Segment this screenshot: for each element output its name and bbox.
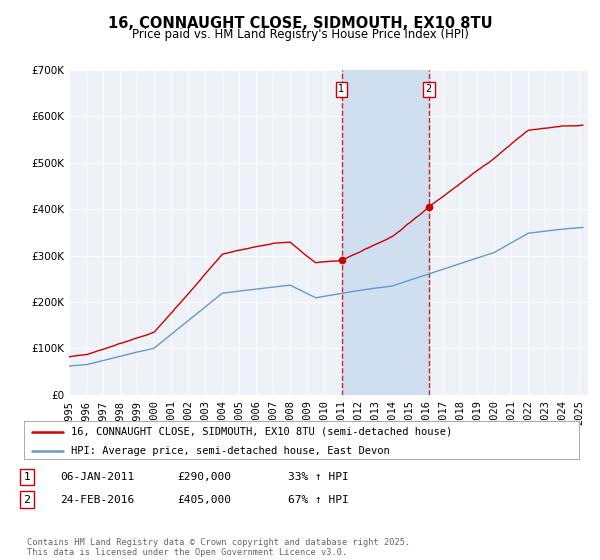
Text: 16, CONNAUGHT CLOSE, SIDMOUTH, EX10 8TU (semi-detached house): 16, CONNAUGHT CLOSE, SIDMOUTH, EX10 8TU … (71, 427, 452, 437)
Text: Contains HM Land Registry data © Crown copyright and database right 2025.
This d: Contains HM Land Registry data © Crown c… (27, 538, 410, 557)
Text: 16, CONNAUGHT CLOSE, SIDMOUTH, EX10 8TU: 16, CONNAUGHT CLOSE, SIDMOUTH, EX10 8TU (107, 16, 493, 31)
Text: 1: 1 (23, 472, 31, 482)
Text: 2: 2 (425, 85, 432, 95)
Text: 67% ↑ HPI: 67% ↑ HPI (288, 494, 349, 505)
Bar (341, 70, 429, 395)
Text: HPI: Average price, semi-detached house, East Devon: HPI: Average price, semi-detached house,… (71, 446, 390, 456)
Text: £405,000: £405,000 (177, 494, 231, 505)
Text: 24-FEB-2016: 24-FEB-2016 (60, 494, 134, 505)
Text: Price paid vs. HM Land Registry's House Price Index (HPI): Price paid vs. HM Land Registry's House … (131, 28, 469, 41)
Text: 1: 1 (338, 85, 344, 95)
Text: 2: 2 (23, 494, 31, 505)
Text: 06-JAN-2011: 06-JAN-2011 (60, 472, 134, 482)
Point (424, 202, 434, 211)
Point (337, 256, 346, 265)
Text: £290,000: £290,000 (177, 472, 231, 482)
Text: 33% ↑ HPI: 33% ↑ HPI (288, 472, 349, 482)
